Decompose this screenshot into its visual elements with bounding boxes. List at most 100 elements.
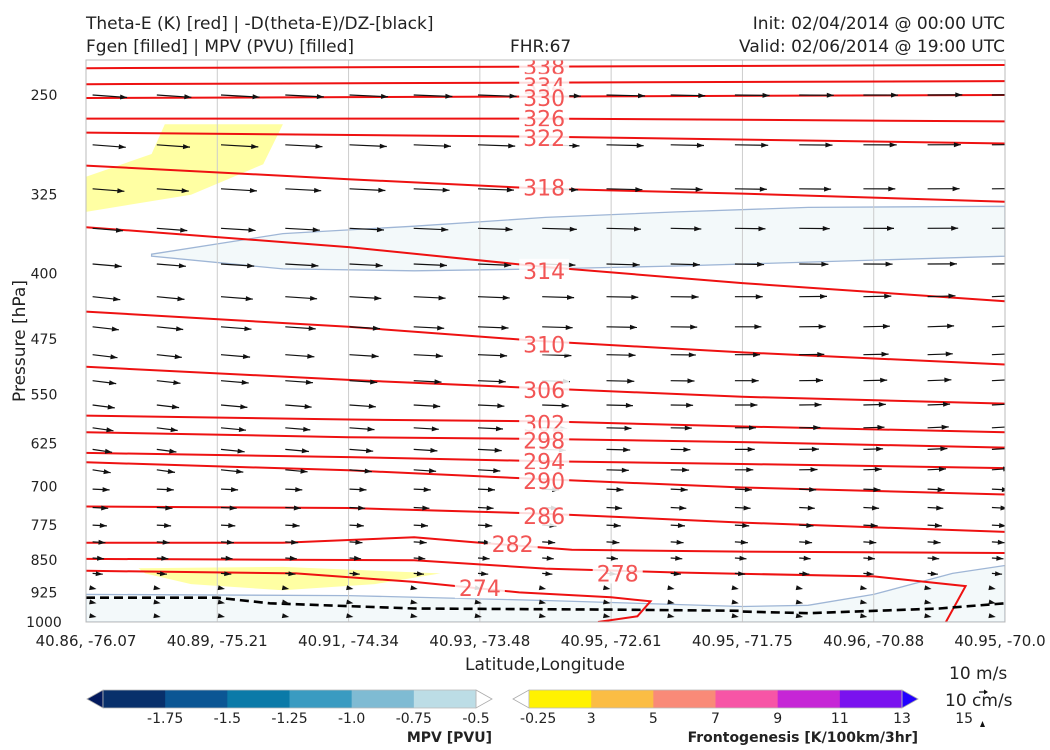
wind-vector <box>799 92 834 98</box>
wind-vector <box>220 555 233 561</box>
wind-vector <box>734 402 758 408</box>
wind-vector <box>156 539 170 545</box>
wind-vector <box>156 505 173 511</box>
wind-vector <box>670 324 698 330</box>
wind-vector <box>413 487 431 493</box>
wind-vector <box>285 295 318 301</box>
wind-vector <box>670 425 692 431</box>
wind-vector <box>734 294 763 300</box>
wind-vector <box>477 353 508 359</box>
wind-vector <box>220 296 253 302</box>
wind-vector <box>477 187 514 193</box>
wind-vector <box>667 585 675 591</box>
wind-vector <box>477 571 489 577</box>
theta-e-label-290: 290 <box>523 470 565 495</box>
wind-vector <box>285 325 316 331</box>
x-tick-label: 40.91, -74.34 <box>298 632 399 650</box>
wind-vector <box>92 448 113 454</box>
wind-vector <box>991 487 1005 493</box>
wind-vector <box>988 599 996 605</box>
wind-vector <box>156 427 178 433</box>
wind-vector <box>670 467 690 473</box>
wind-vector <box>538 613 547 619</box>
wind-vector <box>92 354 118 360</box>
forecast-hour: FHR:67 <box>510 37 572 57</box>
colorbar-tick-label: 13 <box>893 711 911 727</box>
wind-vector <box>927 293 956 299</box>
wind-vector <box>734 261 765 267</box>
wind-vector <box>542 226 577 232</box>
wind-vector <box>413 227 449 232</box>
wind-vector <box>799 571 810 577</box>
colorbar-swatch <box>413 690 477 708</box>
mpv-region-0 <box>150 205 1005 272</box>
wind-vector <box>927 424 949 430</box>
wind-vector <box>670 186 703 192</box>
wind-vector <box>670 539 684 545</box>
wind-vector <box>795 599 804 605</box>
wind-vector <box>349 555 362 561</box>
dthetae-dz-contour <box>86 596 1005 615</box>
wind-vector <box>670 142 705 148</box>
y-tick-label: 475 <box>31 332 58 348</box>
theta-e-label-bg <box>519 258 570 281</box>
wind-vector <box>799 186 832 192</box>
wind-vector <box>606 324 638 330</box>
wind-vector <box>927 401 951 407</box>
wind-vector <box>413 539 427 545</box>
theta-e-label-bg <box>519 468 570 491</box>
wind-vector <box>346 613 354 619</box>
wind-vector <box>734 352 761 358</box>
wind-vector <box>606 226 642 232</box>
wind-vector <box>92 571 103 577</box>
vector-key-arrows <box>979 689 988 727</box>
wind-vector <box>413 505 430 511</box>
theta-e-contour-274 <box>86 569 653 622</box>
wind-vector <box>156 468 176 474</box>
wind-vector <box>991 571 1003 577</box>
theta-e-label-bg <box>454 576 505 599</box>
mpv-colorbar-label: MPV [PVU] <box>407 730 492 746</box>
wind-vector <box>927 377 952 383</box>
wind-vector <box>413 187 450 193</box>
wind-vector <box>220 263 255 269</box>
wind-vector <box>220 487 239 493</box>
wind-vector <box>927 487 945 493</box>
wind-vector <box>603 599 611 605</box>
wind-vector <box>92 505 109 511</box>
wind-vector <box>606 555 619 561</box>
x-axis-label: Latitude,Longitude <box>465 655 625 675</box>
wind-vector <box>542 571 553 577</box>
x-tick-label: 40.93, -73.48 <box>429 632 530 650</box>
colorbar-tick-label: -1.5 <box>214 711 241 727</box>
wind-vector <box>991 555 1004 561</box>
wind-vector <box>799 446 819 452</box>
wind-vector <box>927 225 959 231</box>
wind-vector <box>734 539 748 545</box>
theta-e-label-bg <box>519 332 570 355</box>
wind-vector <box>863 293 892 299</box>
wind-vector <box>477 555 490 561</box>
wind-vector <box>413 426 439 432</box>
y-tick-label: 925 <box>31 585 58 601</box>
wind-vector <box>156 380 181 385</box>
wind-vector <box>89 613 97 619</box>
plot-frame <box>85 59 1006 623</box>
theta-e-label-bg <box>519 411 570 434</box>
wind-vector <box>991 353 1005 356</box>
wind-vector <box>156 448 177 454</box>
theta-e-label-bg <box>519 22 569 44</box>
wind-vector <box>474 613 482 619</box>
wind-vector <box>863 487 881 493</box>
wind-vector <box>285 379 314 385</box>
wind-vector <box>991 263 1005 265</box>
wind-vector <box>285 143 323 149</box>
wind-vector <box>927 446 948 452</box>
wind-vector <box>220 427 247 432</box>
wind-vector <box>731 599 739 605</box>
wind-vector <box>285 448 309 454</box>
wind-vector <box>477 505 494 511</box>
theta-e-label-310: 310 <box>523 334 565 359</box>
x-tick-label: 40.95, -72.61 <box>561 632 662 650</box>
wind-vector <box>220 523 236 528</box>
